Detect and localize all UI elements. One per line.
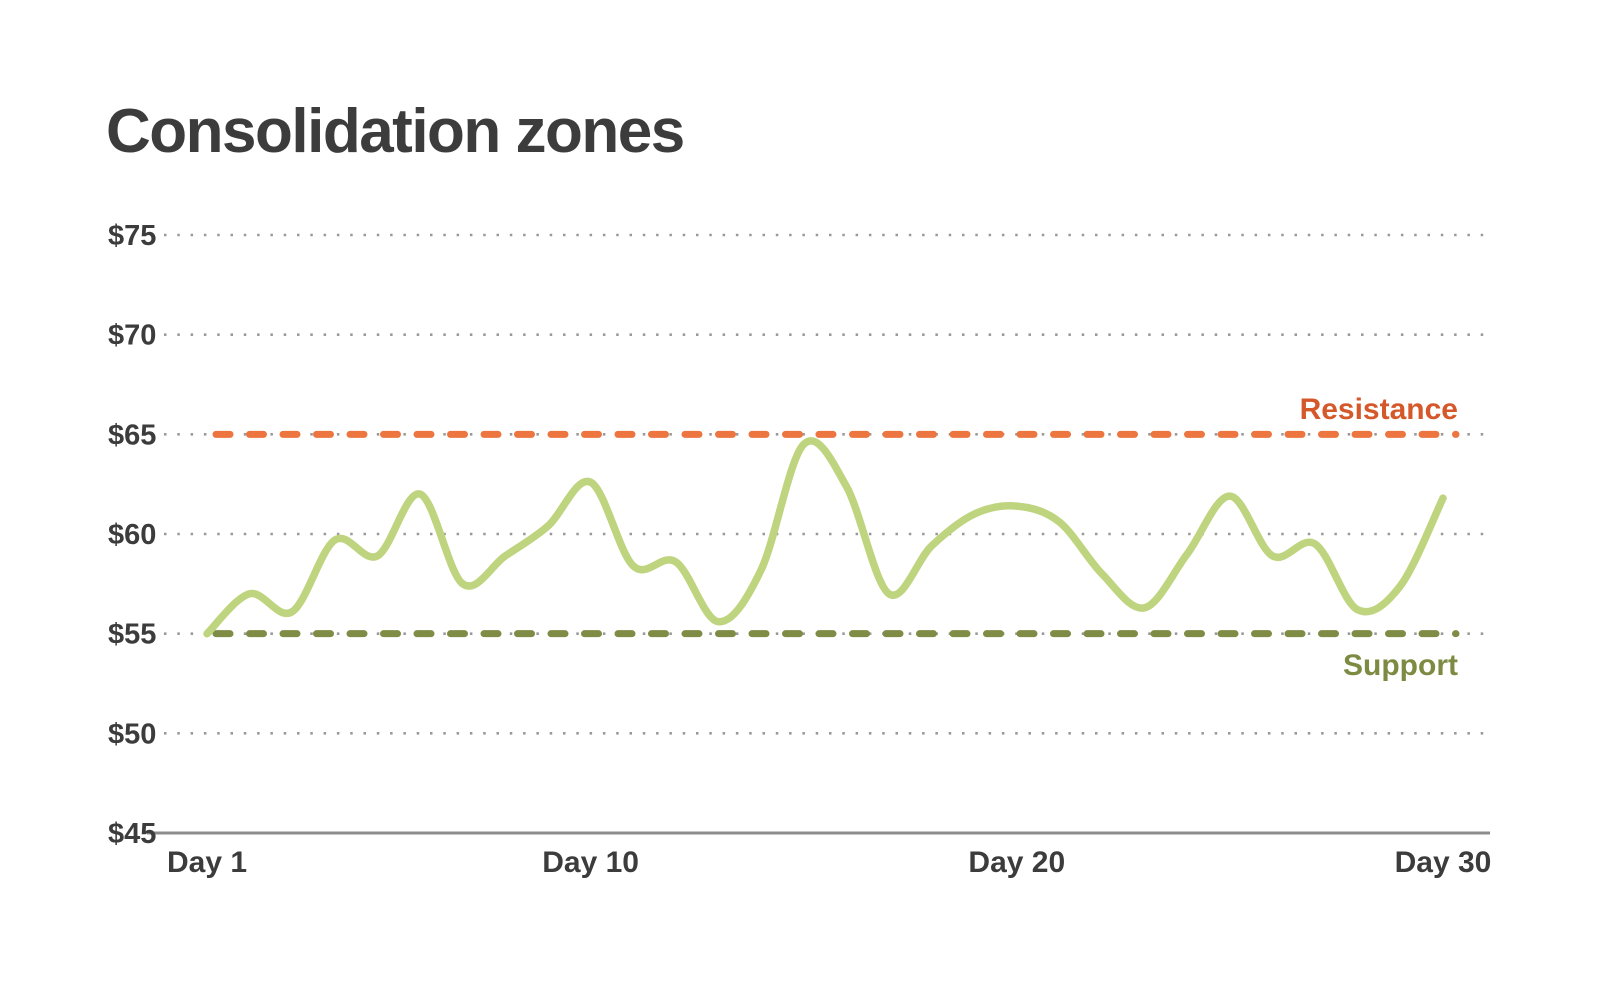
y-axis-tick-label: $65: [108, 419, 156, 451]
y-axis-labels: $75 $70 $65 $60 $55 $50 $45: [108, 220, 156, 850]
x-axis-tick-label: Day 30: [1395, 846, 1492, 879]
y-axis-tick-label: $55: [108, 619, 156, 651]
resistance-label: Resistance: [1300, 393, 1458, 426]
y-axis-tick-label: $60: [108, 519, 156, 551]
support-label: Support: [1343, 649, 1458, 682]
price-series-line: [203, 437, 1447, 638]
x-axis-tick-label: Day 20: [968, 846, 1065, 879]
chart-title: Consolidation zones: [106, 97, 685, 166]
y-axis-tick-label: $45: [108, 818, 156, 850]
gridlines: [164, 233, 1490, 735]
y-axis-tick-label: $75: [108, 220, 156, 252]
y-axis-tick-label: $70: [108, 320, 156, 352]
x-axis-tick-label: Day 10: [542, 846, 639, 879]
x-axis-labels: Day 1 Day 10 Day 20 Day 30: [167, 846, 1491, 879]
x-axis-tick-label: Day 1: [167, 846, 247, 879]
y-axis-tick-label: $50: [108, 718, 156, 750]
